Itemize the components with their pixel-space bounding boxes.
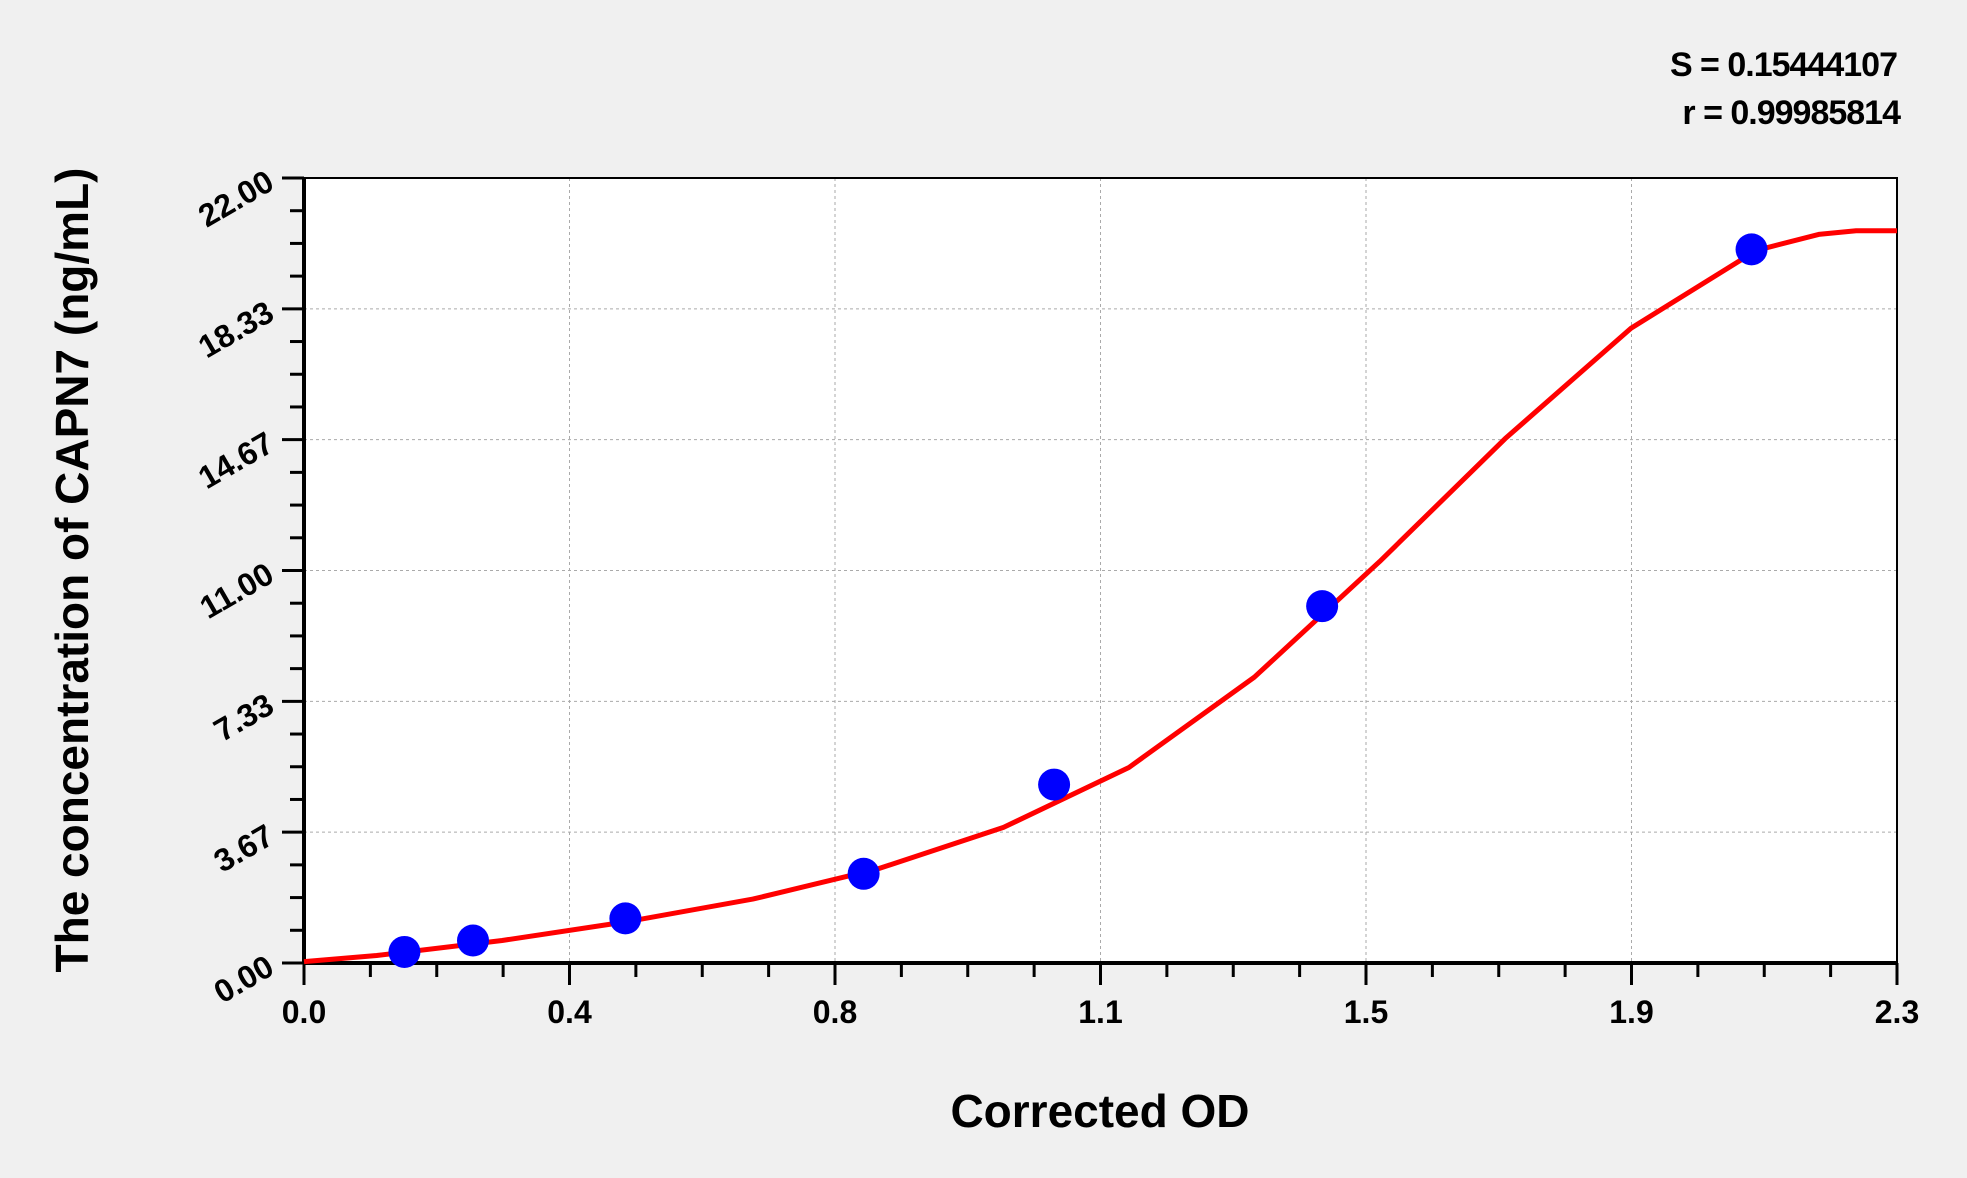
y-tick-label: 7.33: [208, 686, 280, 748]
data-point: [1038, 768, 1071, 801]
y-axis-title: The concentration of CAPN7 (ng/mL): [46, 168, 98, 973]
grid-lines: [304, 178, 1897, 963]
x-tick-label: 0.0: [282, 994, 326, 1030]
data-point: [1735, 233, 1768, 266]
y-tick-label: 22.00: [192, 163, 279, 234]
x-tick-label: 0.8: [813, 994, 857, 1030]
data-point: [847, 857, 880, 890]
y-tick-label: 11.00: [194, 555, 280, 625]
fit-curve-line: [303, 228, 1897, 965]
x-tick-label: 2.3: [1875, 994, 1919, 1030]
data-point: [388, 935, 421, 968]
data-point: [456, 924, 489, 957]
x-tick-labels: 0.0 0.4 0.8 1.1 1.5 1.9 2.3: [282, 994, 1919, 1030]
stat-r: r = 0.99985814: [1682, 94, 1901, 132]
x-tick-label: 1.9: [1609, 994, 1653, 1030]
data-point: [1306, 590, 1339, 623]
y-tick-label: 14.67: [192, 425, 279, 496]
stat-s: S = 0.15444107: [1670, 46, 1897, 84]
data-points: [388, 233, 1768, 968]
y-tick-label: 18.33: [192, 294, 279, 365]
fit-curve: [303, 228, 1897, 965]
y-tick-label: 3.67: [208, 817, 280, 879]
x-tick-label: 1.5: [1344, 994, 1388, 1030]
x-axis-title: Corrected OD: [950, 1085, 1249, 1137]
y-tick-label: 0.00: [208, 948, 280, 1010]
x-tick-label: 0.4: [547, 994, 592, 1030]
y-tick-labels: 0.00 3.67 7.33 11.00 14.67 18.33 22.00: [192, 163, 279, 1010]
data-point: [609, 902, 642, 935]
x-tick-label: 1.1: [1078, 994, 1122, 1030]
axes: [282, 176, 1899, 985]
